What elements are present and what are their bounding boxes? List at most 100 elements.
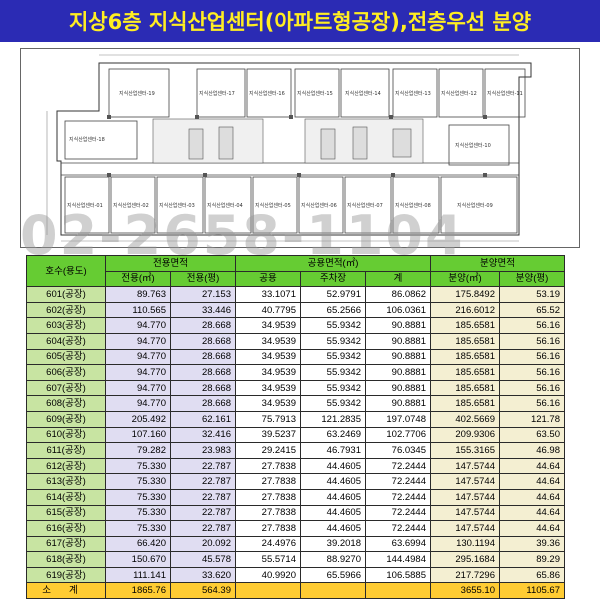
cell-unit: 615(공장): [26, 504, 106, 522]
cell-excl-m2: 107.160: [105, 426, 171, 444]
cell-common: 40.9920: [235, 566, 301, 584]
cell-common: 27.7838: [235, 504, 301, 522]
cell-sale-m2: 147.5744: [430, 473, 500, 490]
cell-parking: 65.5966: [300, 566, 366, 584]
cell-common: 27.7838: [235, 520, 301, 537]
cell-sale-py: 53.19: [499, 286, 565, 303]
cell-common: 55.5714: [235, 551, 301, 568]
cell-parking: 55.9342: [300, 348, 366, 366]
cell-common: 27.7838: [235, 457, 301, 475]
cell-sale-py: 121.78: [499, 410, 565, 428]
cell-parking: 44.4605: [300, 457, 366, 475]
cell-common: 27.7838: [235, 473, 301, 490]
room-label-06: 지식산업센터-06: [301, 202, 337, 209]
cell-sale-py: 44.64: [499, 520, 565, 537]
cell-excl-m2: 79.282: [105, 442, 171, 459]
cell-excl-m2: 94.770: [105, 332, 171, 350]
table-row: 605(공장) 94.770 28.668 34.9539 55.9342 90.8881…: [26, 348, 565, 366]
cell-sum: 63.6994: [365, 535, 431, 553]
cell-parking: 39.2018: [300, 535, 366, 553]
cell-excl-m2: 66.420: [105, 535, 171, 553]
table-row: 604(공장) 94.770 28.668 34.9539 55.9342 90.8881…: [26, 332, 565, 350]
room-label-15: 지식산업센터-15: [297, 90, 333, 97]
cell-sum: 197.0748: [365, 410, 431, 428]
cell-common: 34.9539: [235, 364, 301, 381]
header-common-group: 공용면적(㎡): [235, 255, 431, 272]
cell-sale-py: 44.64: [499, 473, 565, 490]
cell-sale-py: 56.16: [499, 395, 565, 412]
cell-unit: 607(공장): [26, 379, 106, 397]
cell-unit: 618(공장): [26, 551, 106, 568]
cell-sale-m2: 185.6581: [430, 364, 500, 381]
cell-excl-py: 62.161: [170, 410, 236, 428]
table-row: 602(공장) 110.565 33.446 40.7795 65.2566 106.03…: [26, 301, 565, 319]
floor-plan-drawing: 지식산업센터-19 지식산업센터-17 지식산업센터-16 지식산업센터-15 …: [46, 54, 532, 242]
cell-sale-m2: 185.6581: [430, 348, 500, 366]
cell-sale-py: 44.64: [499, 457, 565, 475]
cell-common: 34.9539: [235, 332, 301, 350]
cell-unit: 602(공장): [26, 301, 106, 319]
cell-excl-py: 28.668: [170, 379, 236, 397]
cell-sale-py: 65.52: [499, 301, 565, 319]
cell-sale-py: 44.64: [499, 504, 565, 522]
cell-sale-py: 63.50: [499, 426, 565, 444]
room-label-07: 지식산업센터-07: [347, 202, 383, 209]
cell-excl-py: 33.446: [170, 301, 236, 319]
cell-sale-m2: 147.5744: [430, 457, 500, 475]
cell-excl-m2: 94.770: [105, 317, 171, 334]
table-row: 608(공장) 94.770 28.668 34.9539 55.9342 90.8881…: [26, 395, 565, 412]
cell-sum: 90.8881: [365, 348, 431, 366]
table-row: 611(공장) 79.282 23.983 29.2415 46.7931 76.0345…: [26, 442, 565, 459]
cell-unit: 613(공장): [26, 473, 106, 490]
cell-sum: 90.8881: [365, 379, 431, 397]
room-label-14: 지식산업센터-14: [345, 90, 381, 97]
cell-parking: 121.2835: [300, 410, 366, 428]
cell-excl-py: 28.668: [170, 348, 236, 366]
cell-sale-py: 89.29: [499, 551, 565, 568]
table-row: 618(공장) 150.670 45.578 55.5714 88.9270 144.49…: [26, 551, 565, 568]
cell-excl-py: 22.787: [170, 504, 236, 522]
cell-excl-py: 22.787: [170, 520, 236, 537]
floor-plan: 지식산업센터-19 지식산업센터-17 지식산업센터-16 지식산업센터-15 …: [20, 48, 580, 248]
cell-sale-m2: 147.5744: [430, 504, 500, 522]
total-excl-py: 564.39: [170, 582, 236, 599]
header-unit: 호수(용도): [26, 254, 106, 288]
cell-excl-m2: 110.565: [105, 301, 171, 319]
cell-unit: 608(공장): [26, 395, 106, 412]
table-header-group-row: 호수(용도) 전용면적 공용면적(㎡) 분양면적: [26, 254, 565, 288]
cell-sale-py: 65.86: [499, 566, 565, 584]
cell-common: 40.7795: [235, 301, 301, 319]
cell-sale-py: 56.16: [499, 332, 565, 350]
cell-parking: 52.9791: [300, 286, 366, 303]
table-row: 617(공장) 66.420 20.092 24.4976 39.2018 63.6994…: [26, 535, 565, 553]
cell-excl-py: 28.668: [170, 395, 236, 412]
cell-unit: 612(공장): [26, 457, 106, 475]
cell-sum: 90.8881: [365, 364, 431, 381]
cell-sum: 106.5885: [365, 566, 431, 584]
room-label-16: 지식산업센터-16: [249, 90, 285, 97]
cell-sum: 86.0862: [365, 286, 431, 303]
cell-sum: 106.0361: [365, 301, 431, 319]
cell-sale-py: 56.16: [499, 317, 565, 334]
total-parking: [300, 582, 366, 599]
header-parking: 주차장: [300, 270, 366, 288]
cell-sum: 90.8881: [365, 395, 431, 412]
cell-sum: 72.2444: [365, 504, 431, 522]
room-label-12: 지식산업센터-12: [441, 90, 477, 97]
cell-common: 33.1071: [235, 286, 301, 303]
cell-parking: 55.9342: [300, 332, 366, 350]
cell-unit: 616(공장): [26, 520, 106, 537]
cell-sale-py: 56.16: [499, 348, 565, 366]
cell-excl-m2: 111.141: [105, 566, 171, 584]
room-label-13: 지식산업센터-13: [395, 90, 431, 97]
total-sale-py: 1105.67: [499, 582, 565, 599]
room-label-10: 지식산업센터-10: [455, 142, 491, 149]
cell-sum: 72.2444: [365, 457, 431, 475]
cell-sale-m2: 402.5669: [430, 410, 500, 428]
cell-common: 27.7838: [235, 488, 301, 506]
cell-sale-py: 44.64: [499, 488, 565, 506]
cell-sale-py: 56.16: [499, 379, 565, 397]
cell-parking: 55.9342: [300, 379, 366, 397]
cell-common: 34.9539: [235, 395, 301, 412]
header-common: 공용: [235, 270, 301, 288]
